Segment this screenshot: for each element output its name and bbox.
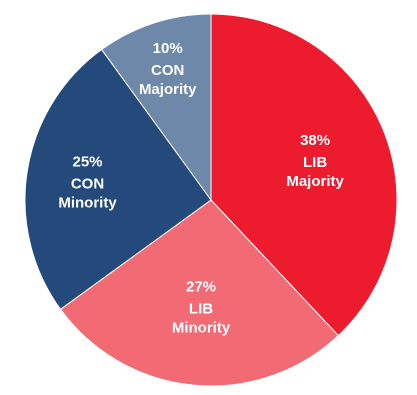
pie-slice-con-minority (24, 48, 212, 311)
slice-category-label: CON (71, 175, 104, 192)
slice-category-label: LIB (303, 154, 327, 171)
slice-percent-label: 27% (186, 279, 216, 296)
slice-category-label: Majority (139, 81, 197, 98)
slice-percent-label: 38% (300, 132, 330, 149)
pie-slice-lib-majority (210, 13, 398, 337)
pie-slice-lib-minority (59, 199, 340, 387)
slice-category-label: Majority (286, 173, 344, 190)
slice-percent-label: 10% (153, 40, 183, 57)
slice-category-label: CON (151, 62, 184, 79)
slice-category-label: Minority (172, 320, 231, 337)
pie-slice-con-majority (100, 13, 212, 202)
slice-category-label: Minority (58, 194, 117, 211)
slice-percent-label: 25% (72, 153, 102, 170)
slice-category-label: LIB (189, 301, 213, 318)
